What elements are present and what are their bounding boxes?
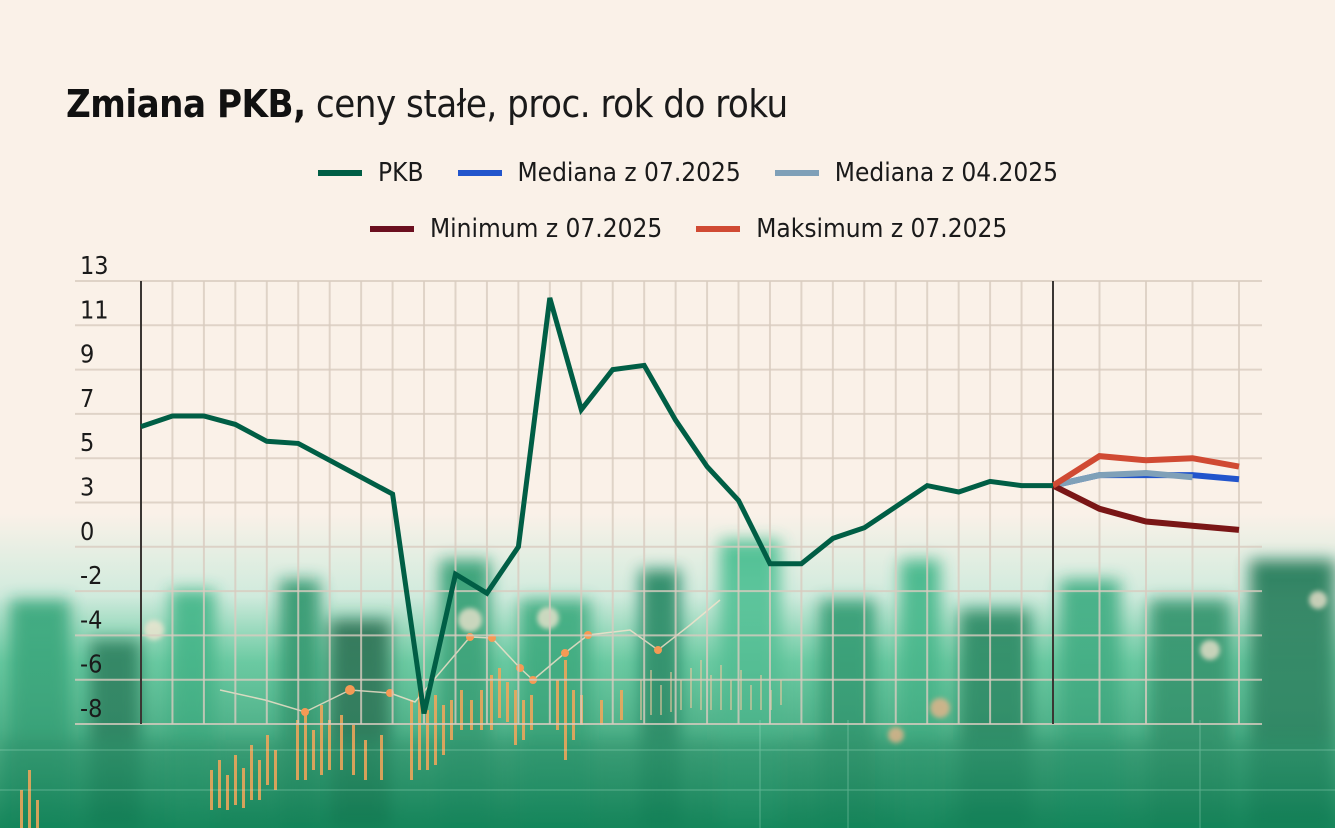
legend-item-mediana-04: Mediana z 04.2025	[774, 158, 1059, 188]
legend-item-maksimum-07: Maksimum z 07.2025	[696, 214, 1007, 244]
legend-row-1: PKB Mediana z 07.2025 Mediana z 04.2025	[318, 158, 1092, 188]
y-tick-label: 9	[80, 340, 94, 369]
y-tick-label: 3	[80, 473, 94, 502]
legend-item-minimum-07: Minimum z 07.2025	[370, 214, 662, 244]
legend-swatch-mediana-04	[774, 170, 819, 176]
chart-series	[140, 297, 1240, 715]
series-maksimum-07	[1051, 453, 1240, 489]
y-tick-label: -2	[80, 561, 102, 590]
y-tick-label: -4	[80, 605, 102, 634]
chart-title-bold: Zmiana PKB,	[66, 82, 306, 126]
y-tick-label: 7	[80, 384, 94, 413]
legend-label-pkb: PKB	[378, 158, 424, 188]
legend-label-minimum-07: Minimum z 07.2025	[430, 214, 663, 244]
y-tick-label: -6	[80, 650, 102, 679]
chart-title-rest: ceny stałe, proc. rok do roku	[305, 82, 788, 126]
y-tick-label: 5	[80, 428, 94, 457]
legend-swatch-maksimum-07	[696, 226, 741, 232]
y-axis-tick-labels: 13 11 9 7 5 3 0 -2 -4 -6 -8	[80, 251, 109, 723]
chart-title: Zmiana PKB, ceny stałe, proc. rok do rok…	[66, 82, 788, 126]
series-pkb	[140, 297, 1053, 715]
legend-swatch-pkb	[318, 170, 362, 176]
legend-item-mediana-07: Mediana z 07.2025	[457, 158, 741, 188]
legend-row-2: Minimum z 07.2025 Maksimum z 07.2025	[370, 214, 1041, 244]
series-minimum-07	[1051, 482, 1240, 533]
y-tick-label: -8	[80, 694, 102, 723]
legend-swatch-minimum-07	[370, 226, 414, 232]
legend-label-mediana-04: Mediana z 04.2025	[834, 158, 1059, 188]
legend-item-pkb: PKB	[318, 158, 424, 188]
y-tick-label: 11	[80, 295, 109, 324]
series-mediana-04	[1052, 469, 1193, 489]
y-tick-label: 0	[80, 517, 94, 546]
legend-swatch-mediana-07	[457, 170, 502, 176]
legend-label-mediana-07: Mediana z 07.2025	[517, 158, 741, 188]
legend-label-maksimum-07: Maksimum z 07.2025	[756, 214, 1008, 244]
y-tick-label: 13	[80, 251, 109, 280]
